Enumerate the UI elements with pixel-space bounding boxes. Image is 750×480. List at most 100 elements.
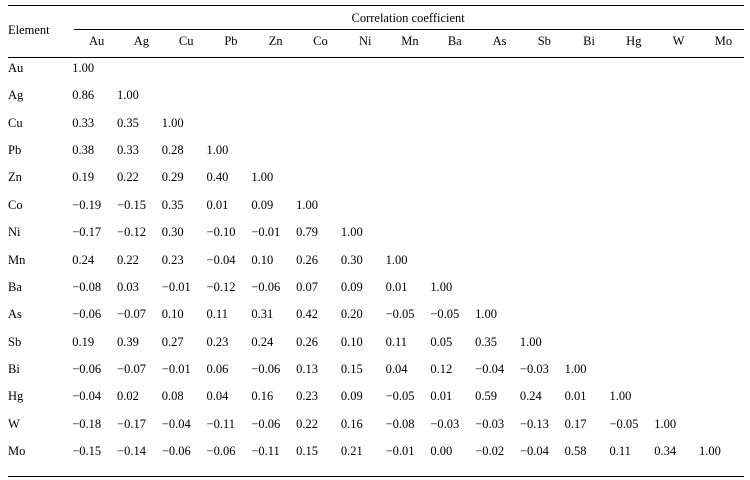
empty-cell <box>654 54 699 82</box>
correlation-value: 0.24 <box>72 252 95 267</box>
table-row-mo: Mo −0.15 −0.14 −0.06 −0.06 −0.11 0.15 0.21 −0.01… <box>8 438 744 465</box>
empty-cell <box>386 137 431 164</box>
empty-cell <box>475 137 520 164</box>
correlation-value: 1.00 <box>206 142 229 157</box>
row-label: Ni <box>8 225 21 240</box>
correlation-value: 1.00 <box>654 416 677 431</box>
empty-cell <box>251 109 296 136</box>
correlation-value: 0.27 <box>161 334 184 349</box>
empty-cell <box>565 219 610 246</box>
empty-cell <box>609 54 654 82</box>
correlation-value: −0.15 <box>117 197 146 212</box>
correlation-value: 0.38 <box>72 142 95 157</box>
correlation-value: 0.42 <box>296 307 318 322</box>
correlation-value: −0.06 <box>251 362 281 377</box>
empty-cell <box>699 356 744 383</box>
empty-cell <box>699 274 744 301</box>
correlation-value: 0.03 <box>117 279 139 294</box>
empty-cell <box>699 109 744 136</box>
column-header-ni: Ni <box>341 29 386 54</box>
column-header-sb: Sb <box>520 29 565 54</box>
correlation-value: 0.11 <box>206 307 228 322</box>
correlation-value: 1.00 <box>698 444 721 459</box>
empty-cell <box>520 82 565 109</box>
correlation-value: −0.03 <box>430 416 460 431</box>
column-header-hg: Hg <box>609 29 654 54</box>
correlation-value: 0.22 <box>296 416 318 431</box>
column-header-label: Zn <box>268 34 283 48</box>
correlation-value: 0.09 <box>251 197 274 212</box>
correlation-value: 0.23 <box>161 252 184 267</box>
empty-cell <box>520 246 565 273</box>
correlation-value: −0.04 <box>206 252 236 267</box>
correlation-value: 0.29 <box>161 170 184 185</box>
correlation-value: 0.01 <box>430 389 453 404</box>
correlation-value: −0.17 <box>117 416 146 431</box>
empty-cell <box>430 137 475 164</box>
correlation-value: 0.30 <box>161 225 184 240</box>
top-rule <box>8 5 744 6</box>
correlation-value: 1.00 <box>564 362 587 377</box>
correlation-value: −0.05 <box>385 307 415 322</box>
empty-cell <box>475 82 520 109</box>
empty-cell <box>699 82 744 109</box>
correlation-value: 1.00 <box>609 389 632 404</box>
empty-cell <box>296 164 341 191</box>
empty-cell <box>609 219 654 246</box>
empty-cell <box>430 109 475 136</box>
row-label: Zn <box>8 170 22 185</box>
empty-cell <box>520 164 565 191</box>
empty-cell <box>609 356 654 383</box>
table-row-w: W −0.18 −0.17 −0.04 −0.11 −0.06 0.22 0.16 −0.08−… <box>8 411 744 438</box>
empty-cell <box>207 54 252 82</box>
correlation-value: −0.17 <box>72 225 102 240</box>
correlation-value: 0.58 <box>564 444 587 459</box>
empty-cell <box>654 329 699 356</box>
correlation-value: −0.13 <box>519 416 549 431</box>
column-header-label: W <box>672 34 685 48</box>
row-label: Bi <box>8 362 20 377</box>
row-label: Cu <box>8 115 23 130</box>
column-header-label: Sb <box>537 34 551 48</box>
correlation-value: 0.15 <box>296 444 318 459</box>
empty-cell <box>565 109 610 136</box>
correlation-value: 0.16 <box>340 416 363 431</box>
empty-cell <box>475 109 520 136</box>
column-header-au: Au <box>72 29 117 54</box>
column-header-mn: Mn <box>386 29 431 54</box>
empty-cell <box>565 137 610 164</box>
empty-cell <box>386 82 431 109</box>
empty-cell <box>609 164 654 191</box>
correlation-value: −0.02 <box>475 444 505 459</box>
empty-cell <box>654 356 699 383</box>
empty-cell <box>520 192 565 219</box>
empty-cell <box>296 54 341 82</box>
empty-cell <box>475 192 520 219</box>
empty-cell <box>162 54 207 82</box>
empty-cell <box>386 219 431 246</box>
empty-cell <box>609 329 654 356</box>
table-row-pb: Pb 0.38 0.33 0.28 1.00 <box>8 137 744 164</box>
correlation-value: 0.11 <box>609 444 631 459</box>
table-row-ag: Ag 0.86 1.00 <box>8 82 744 109</box>
correlation-value: −0.04 <box>519 444 549 459</box>
correlation-value: −0.07 <box>117 362 146 377</box>
correlation-value: −0.01 <box>161 279 191 294</box>
correlation-value: −0.01 <box>161 362 191 377</box>
empty-cell <box>251 54 296 82</box>
empty-cell <box>251 82 296 109</box>
correlation-value: 0.09 <box>340 389 363 404</box>
empty-cell <box>654 219 699 246</box>
empty-cell <box>341 54 386 82</box>
correlation-value: 1.00 <box>161 115 184 130</box>
empty-cell <box>654 192 699 219</box>
empty-cell <box>430 192 475 219</box>
correlation-value: 0.08 <box>161 389 184 404</box>
table-row-ni: Ni −0.17 −0.12 0.30 −0.10 −0.01 0.79 1.00 <box>8 219 744 246</box>
empty-cell <box>699 137 744 164</box>
correlation-value: 0.21 <box>340 444 363 459</box>
correlation-value: 1.00 <box>475 307 498 322</box>
correlation-value: 0.10 <box>251 252 274 267</box>
empty-cell <box>565 329 610 356</box>
empty-cell <box>654 274 699 301</box>
